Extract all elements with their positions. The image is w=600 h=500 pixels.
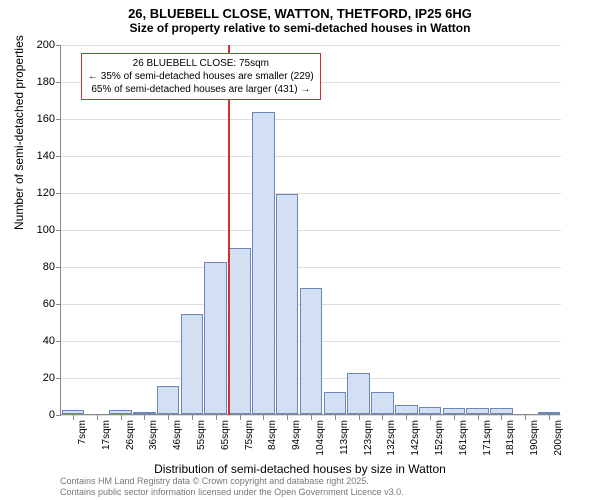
ytick-mark [56,119,61,120]
xtick-mark [192,415,193,420]
ytick-mark [56,45,61,46]
chart-title-block: 26, BLUEBELL CLOSE, WATTON, THETFORD, IP… [0,0,600,35]
gridline [61,193,561,194]
histogram-bar [204,262,227,414]
gridline [61,119,561,120]
gridline [61,45,561,46]
plot-region: 0204060801001201401601802007sqm17sqm26sq… [60,45,560,415]
chart-title-main: 26, BLUEBELL CLOSE, WATTON, THETFORD, IP… [0,6,600,21]
gridline [61,156,561,157]
xtick-mark [454,415,455,420]
xtick-mark [240,415,241,420]
annotation-line3: 65% of semi-detached houses are larger (… [88,83,314,96]
ytick-label: 60 [25,298,55,310]
histogram-bar [395,405,418,414]
chart-area: 0204060801001201401601802007sqm17sqm26sq… [60,45,560,415]
xtick-mark [168,415,169,420]
histogram-bar [252,112,275,414]
ytick-label: 120 [25,187,55,199]
annotation-line2: ← 35% of semi-detached houses are smalle… [88,70,314,83]
ytick-mark [56,82,61,83]
ytick-mark [56,156,61,157]
chart-title-sub: Size of property relative to semi-detach… [0,21,600,35]
histogram-bar [371,392,394,414]
ytick-label: 20 [25,372,55,384]
histogram-bar [228,248,251,415]
ytick-label: 100 [25,224,55,236]
xtick-mark [525,415,526,420]
footnote-line1: Contains HM Land Registry data © Crown c… [60,476,404,487]
xtick-mark [311,415,312,420]
ytick-mark [56,267,61,268]
xtick-mark [144,415,145,420]
xtick-mark [359,415,360,420]
ytick-label: 40 [25,335,55,347]
marker-line [228,45,230,415]
ytick-mark [56,304,61,305]
xtick-mark [478,415,479,420]
xtick-mark [382,415,383,420]
ytick-label: 180 [25,76,55,88]
histogram-bar [62,410,85,414]
ytick-label: 200 [25,39,55,51]
annotation-box: 26 BLUEBELL CLOSE: 75sqm← 35% of semi-de… [81,53,321,100]
histogram-bar [490,408,513,414]
histogram-bar [324,392,347,414]
footnote: Contains HM Land Registry data © Crown c… [60,476,404,498]
histogram-bar [109,410,132,414]
annotation-line1: 26 BLUEBELL CLOSE: 75sqm [88,57,314,70]
xtick-mark [73,415,74,420]
histogram-bar [133,412,156,414]
gridline [61,230,561,231]
y-axis-label: Number of semi-detached properties [12,35,26,230]
ytick-mark [56,193,61,194]
xtick-mark [406,415,407,420]
xtick-mark [216,415,217,420]
histogram-bar [419,407,442,414]
xtick-mark [501,415,502,420]
xtick-mark [430,415,431,420]
ytick-label: 140 [25,150,55,162]
ytick-mark [56,341,61,342]
histogram-bar [347,373,370,414]
x-axis-label: Distribution of semi-detached houses by … [0,462,600,476]
histogram-bar [181,314,204,414]
ytick-label: 80 [25,261,55,273]
histogram-bar [466,408,489,414]
ytick-label: 160 [25,113,55,125]
xtick-mark [263,415,264,420]
ytick-label: 0 [25,409,55,421]
xtick-mark [287,415,288,420]
ytick-mark [56,378,61,379]
histogram-bar [276,194,299,414]
histogram-bar [157,386,180,414]
gridline [61,267,561,268]
xtick-mark [121,415,122,420]
xtick-mark [97,415,98,420]
xtick-mark [335,415,336,420]
footnote-line2: Contains public sector information licen… [60,487,404,498]
ytick-mark [56,415,61,416]
xtick-mark [549,415,550,420]
ytick-mark [56,230,61,231]
histogram-bar [300,288,323,414]
histogram-bar [443,408,466,414]
histogram-bar [538,412,561,414]
